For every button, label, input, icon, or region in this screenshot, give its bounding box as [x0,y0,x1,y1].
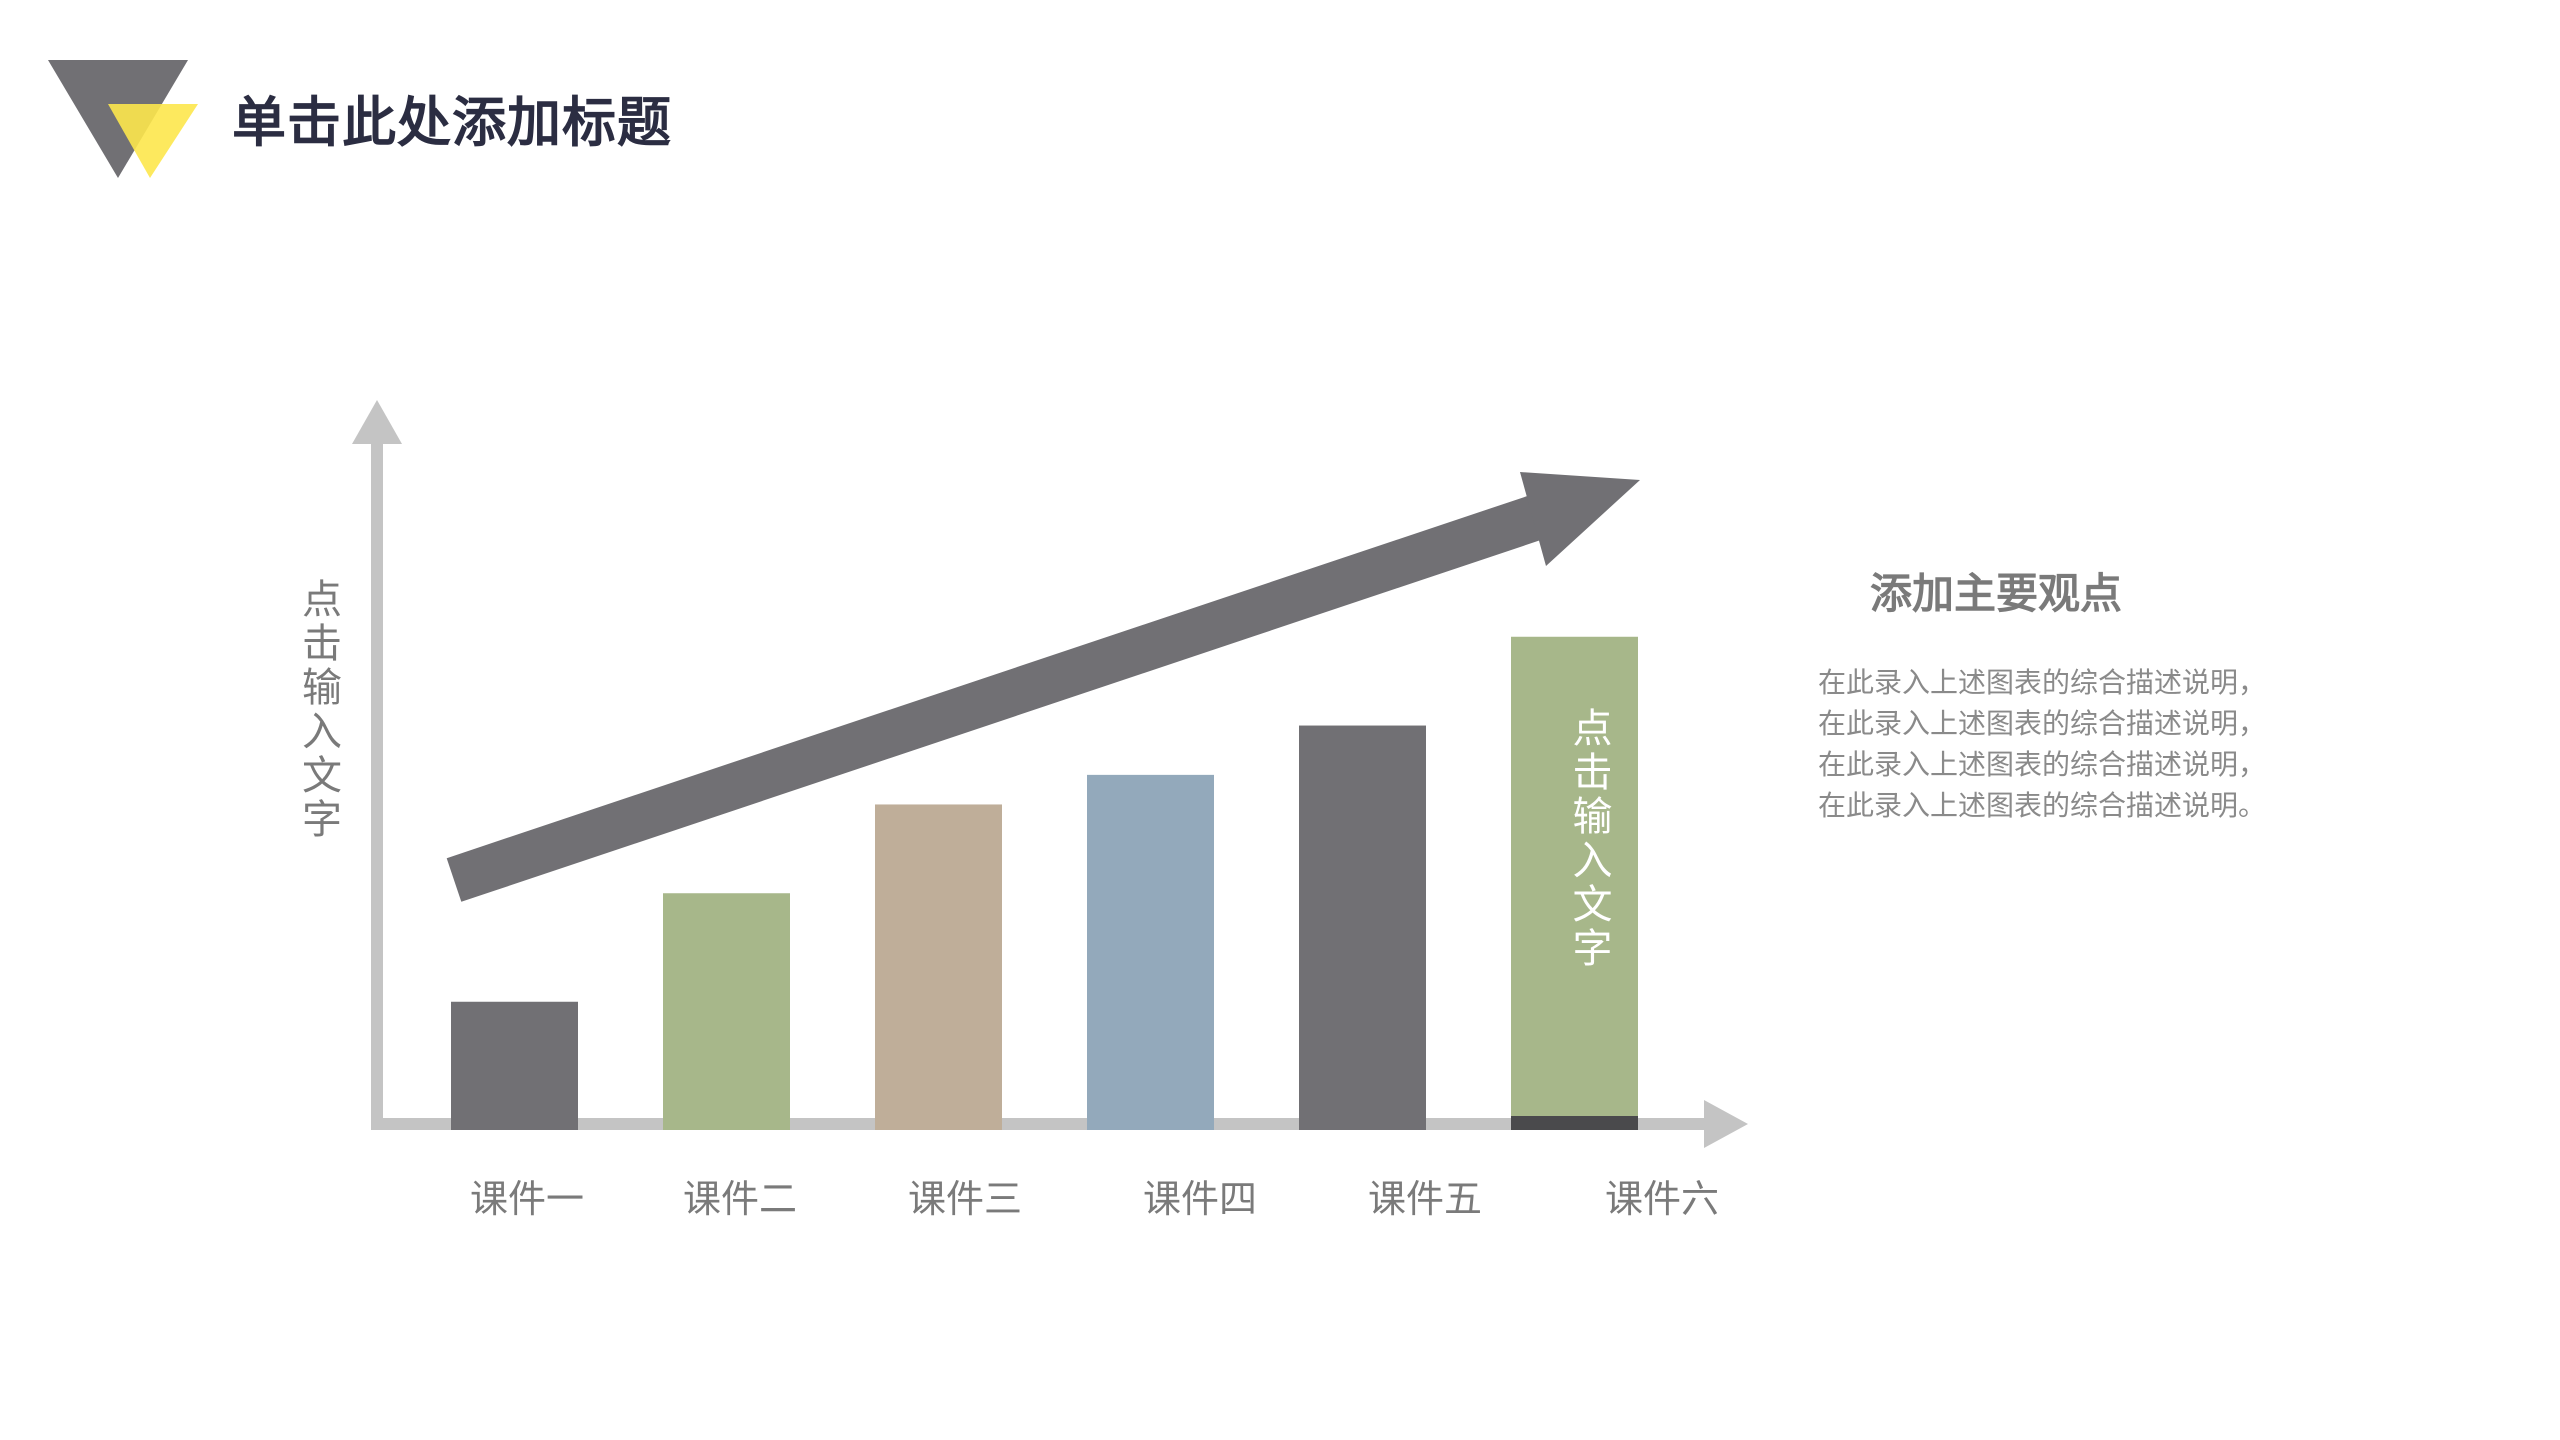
description-line: 在此录入上述图表的综合描述说明， [1818,666,2267,699]
x-tick-label: 课件五 [1368,1177,1482,1221]
logo-triangles-icon [48,60,198,178]
description-line: 在此录入上述图表的综合描述说明， [1818,707,2267,740]
side-panel-title: 添加主要观点 [1870,569,2123,618]
bar-6 [1511,636,1638,1130]
y-axis [352,400,402,1130]
x-axis-arrowhead-icon [1704,1100,1748,1148]
y-axis-label: 点击输入文字 [295,578,341,842]
bars-group: 点击输入文字 [451,636,1638,1130]
trend-arrow-icon [446,472,1640,902]
x-tick-label: 课件四 [1143,1177,1257,1221]
x-tick-labels: 课件一 课件二 课件三 课件四 课件五 课件六 [470,1177,1719,1221]
side-panel-description: 在此录入上述图表的综合描述说明， 在此录入上述图表的综合描述说明， 在此录入上述… [1818,662,2378,826]
description-line: 在此录入上述图表的综合描述说明。 [1818,789,2267,822]
page-title: 单击此处添加标题 [232,91,672,154]
description-line: 在此录入上述图表的综合描述说明， [1818,748,2267,781]
bar-label: 点击输入文字 [1566,707,1612,971]
x-tick-label: 课件一 [470,1177,584,1221]
bar-2 [663,893,790,1130]
x-tick-label: 课件三 [908,1177,1022,1221]
y-axis-arrowhead-icon [352,400,402,444]
bar-1 [451,1001,578,1130]
bar-5 [1299,725,1426,1130]
x-tick-label: 课件二 [683,1177,797,1221]
x-tick-label: 课件六 [1605,1177,1719,1221]
bar-3 [875,804,1002,1130]
bar-4 [1087,774,1214,1130]
bar-base-shadow [1511,1116,1638,1130]
